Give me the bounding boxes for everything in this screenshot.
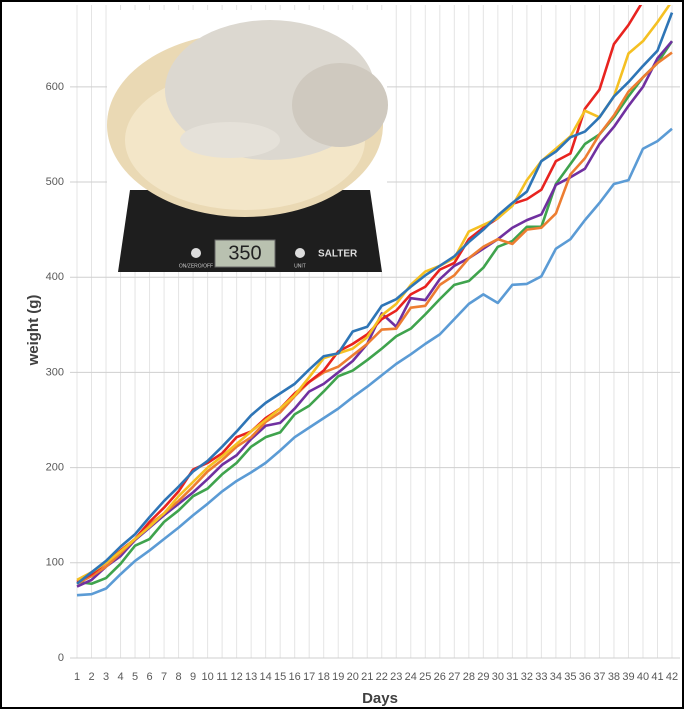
- x-tick-label: 6: [146, 671, 152, 683]
- chart: weight (g) Days 123456789101112131415161…: [0, 0, 684, 709]
- x-tick-label: 20: [347, 671, 359, 683]
- x-tick-label: 15: [274, 671, 286, 683]
- x-tick-label: 33: [535, 671, 547, 683]
- x-tick-label: 19: [332, 671, 344, 683]
- x-tick-label: 36: [579, 671, 591, 683]
- x-tick-label: 34: [550, 671, 562, 683]
- button-label: UNIT: [294, 263, 306, 269]
- x-tick-label: 38: [608, 671, 620, 683]
- x-tick-label: 21: [361, 671, 373, 683]
- x-tick-label: 10: [201, 671, 213, 683]
- x-tick-label: 42: [666, 671, 678, 683]
- x-tick-label: 3: [103, 671, 109, 683]
- x-tick-label: 35: [564, 671, 576, 683]
- x-axis-title: Days: [362, 690, 398, 707]
- y-tick-label: 600: [46, 81, 64, 93]
- x-tick-label: 18: [318, 671, 330, 683]
- y-tick-label: 300: [46, 366, 64, 378]
- x-tick-label: 39: [622, 671, 634, 683]
- brand: SALTER: [318, 249, 358, 260]
- x-tick-label: 5: [132, 671, 138, 683]
- y-tick-label: 500: [46, 176, 64, 188]
- x-tick-label: 8: [176, 671, 182, 683]
- x-tick-label: 14: [260, 671, 272, 683]
- x-tick-label: 25: [419, 671, 431, 683]
- x-tick-label: 23: [390, 671, 402, 683]
- x-tick-label: 13: [245, 671, 257, 683]
- display-reading: 350: [228, 242, 261, 264]
- x-tick-label: 12: [231, 671, 243, 683]
- photo-inset: 350 ON/ZERO/OFF UNIT SALTER: [107, 10, 388, 272]
- x-tick-label: 28: [463, 671, 475, 683]
- x-tick-label: 4: [117, 671, 123, 683]
- button: [295, 248, 305, 258]
- cat-paws: [180, 122, 280, 158]
- y-tick-label: 100: [46, 557, 64, 569]
- y-tick-label: 400: [46, 271, 64, 283]
- x-tick-label: 32: [521, 671, 533, 683]
- x-tick-label: 2: [88, 671, 94, 683]
- x-tick-label: 40: [637, 671, 649, 683]
- x-tick-label: 17: [303, 671, 315, 683]
- cat-head: [292, 63, 388, 147]
- x-tick-label: 26: [434, 671, 446, 683]
- x-tick-label: 1: [74, 671, 80, 683]
- x-tick-label: 7: [161, 671, 167, 683]
- x-tick-label: 31: [506, 671, 518, 683]
- x-tick-label: 16: [289, 671, 301, 683]
- x-tick-label: 30: [492, 671, 504, 683]
- button: [191, 248, 201, 258]
- x-tick-label: 27: [448, 671, 460, 683]
- x-tick-label: 11: [216, 671, 227, 683]
- x-tick-label: 24: [405, 671, 417, 683]
- button-label: ON/ZERO/OFF: [179, 263, 213, 269]
- y-tick-label: 0: [58, 652, 64, 664]
- x-tick-label: 9: [190, 671, 196, 683]
- x-tick-label: 41: [651, 671, 663, 683]
- x-tick-label: 37: [593, 671, 605, 683]
- y-axis-title: weight (g): [25, 295, 42, 367]
- y-tick-label: 200: [46, 462, 64, 474]
- x-tick-label: 29: [477, 671, 489, 683]
- x-tick-label: 22: [376, 671, 388, 683]
